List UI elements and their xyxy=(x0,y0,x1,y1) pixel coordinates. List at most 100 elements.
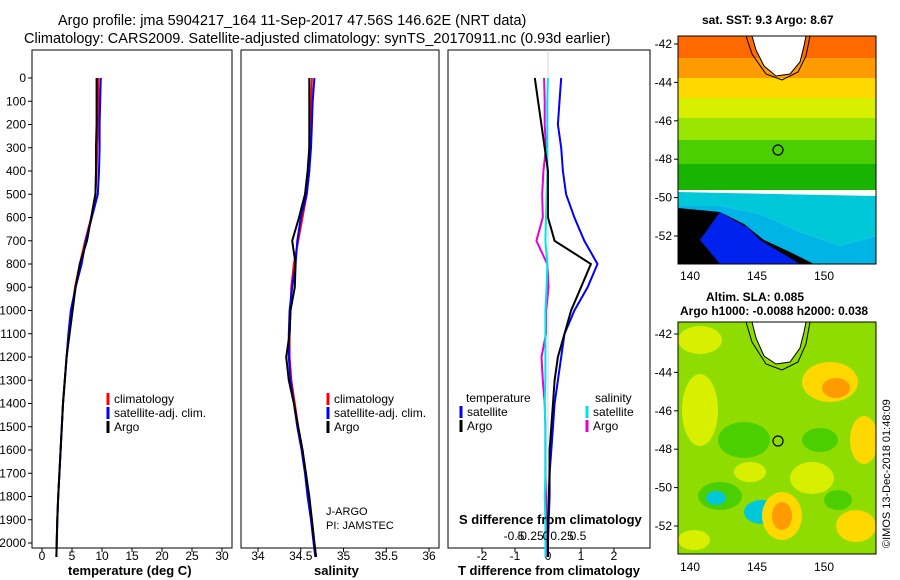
depth-tick-label: 500 xyxy=(6,187,26,201)
x-tick-label: 2 xyxy=(611,549,618,563)
argo-position-marker xyxy=(772,144,784,156)
sla-map-frame xyxy=(677,321,877,555)
depth-axis: 0 100 200 300 400 500 600 700 800 900 1000 1100 1200… xyxy=(0,71,32,550)
depth-tick-label: 1400 xyxy=(0,397,26,411)
sla-map-x-axis: 140 145 150 xyxy=(680,560,834,574)
sla-blob xyxy=(836,510,876,542)
sst-band-blue xyxy=(700,212,800,264)
temperature-climatology-line xyxy=(55,78,100,558)
map-y-tick-label: -42 xyxy=(655,37,673,51)
x-tick-label: 10 xyxy=(95,549,109,563)
salinity-legend-satellite: satellite-adj. clim. xyxy=(334,406,426,420)
sst-band-yellow xyxy=(678,78,876,100)
temperature-legend-argo: Argo xyxy=(114,420,140,434)
sla-blob xyxy=(802,428,838,452)
depth-tick-label: 1800 xyxy=(0,490,26,504)
legend-t-satellite: satellite xyxy=(467,405,508,419)
temperature-legend-climatology: climatology xyxy=(114,392,174,406)
map-x-tick-label: 150 xyxy=(814,269,834,283)
temperature-diff-satellite-line xyxy=(547,77,599,557)
sst-contour xyxy=(745,36,811,81)
depth-tick-label: 1900 xyxy=(0,513,26,527)
legend-heading-salinity: salinity xyxy=(595,391,632,405)
salinity-legend-climatology: climatology xyxy=(334,392,394,406)
map-x-tick-label: 140 xyxy=(680,269,700,283)
temperature-panel-frame xyxy=(31,49,233,549)
sst-map-x-axis: 140 145 150 xyxy=(680,269,834,283)
sla-blob xyxy=(718,422,770,458)
legend-t-argo: Argo xyxy=(467,419,493,433)
difference-top-label: S difference from climatology xyxy=(459,512,643,527)
depth-tick-label: 300 xyxy=(6,141,26,155)
sst-band-lightgreen xyxy=(678,118,876,142)
x-tick-label: 34 xyxy=(251,549,265,563)
sst-band-cyan xyxy=(678,192,876,246)
difference-xlabel: T difference from climatology xyxy=(458,563,641,578)
map-y-tick-label: -42 xyxy=(655,327,673,341)
map-y-tick-label: -52 xyxy=(655,519,673,533)
map-y-tick-label: -46 xyxy=(655,114,673,128)
salinity-legend: climatology satellite-adj. clim. Argo xyxy=(326,392,426,434)
sla-blob xyxy=(706,491,726,505)
depth-tick-label: 1700 xyxy=(0,466,26,480)
sla-map-y-axis: -42 -44 -46 -48 -50 -52 xyxy=(655,327,678,533)
sla-blob xyxy=(822,378,850,398)
salinity-x-axis: 34 34.5 35 35.5 36 xyxy=(251,548,436,563)
legend-heading-temperature: temperature xyxy=(466,391,531,405)
map-y-tick-label: -46 xyxy=(655,404,673,418)
sla-blob xyxy=(772,502,792,530)
sla-map-title2: Argo h1000: -0.0088 h2000: 0.038 xyxy=(680,304,868,318)
sla-blob xyxy=(682,374,718,446)
temperature-legend: climatology satellite-adj. clim. Argo xyxy=(106,392,206,434)
sst-map-y-axis: -42 -44 -46 -48 -50 -52 xyxy=(655,37,678,243)
sla-blob xyxy=(678,530,710,550)
x-tick-label: 1 xyxy=(578,549,585,563)
map-x-tick-label: 140 xyxy=(680,560,700,574)
x-tick-label: 15 xyxy=(125,549,139,563)
salinity-satellite-line xyxy=(287,77,317,558)
depth-tick-label: 1500 xyxy=(0,420,26,434)
difference-legend: temperature satellite Argo salinity sate… xyxy=(459,391,634,433)
salinity-xlabel: salinity xyxy=(314,563,360,578)
depth-tick-label: 1600 xyxy=(0,443,26,457)
sst-map-title: sat. SST: 9.3 Argo: 8.67 xyxy=(702,13,834,27)
x-tick-label: -1 xyxy=(510,549,521,563)
sla-blob xyxy=(678,326,722,354)
depth-tick-label: 900 xyxy=(6,280,26,294)
sla-blob xyxy=(824,490,852,510)
temperature-diff-argo-line xyxy=(533,77,593,557)
salinity-climatology-line xyxy=(288,77,318,558)
salinity-legend-argo: Argo xyxy=(334,420,360,434)
map-y-tick-label: -44 xyxy=(655,365,673,379)
depth-tick-label: 700 xyxy=(6,234,26,248)
header-line2: Climatology: CARS2009. Satellite-adjuste… xyxy=(24,31,611,47)
map-x-tick-label: 150 xyxy=(814,560,834,574)
map-x-tick-label: 145 xyxy=(747,560,767,574)
imos-watermark: ©IMOS 13-Dec-2018 01:48:09 xyxy=(881,399,893,548)
depth-tick-label: 600 xyxy=(6,211,26,225)
temperature-lines xyxy=(55,77,102,558)
sst-map-frame xyxy=(677,35,877,265)
argo-position-marker xyxy=(772,435,784,447)
depth-tick-label: 2000 xyxy=(0,536,26,550)
temperature-legend-satellite: satellite-adj. clim. xyxy=(114,406,206,420)
salinity-lines xyxy=(285,77,318,558)
map-y-tick-label: -50 xyxy=(655,191,673,205)
legend-s-argo: Argo xyxy=(593,419,619,433)
sla-map xyxy=(678,322,876,554)
temperature-satellite-line xyxy=(55,77,102,558)
map-y-tick-label: -48 xyxy=(655,442,673,456)
depth-tick-label: 200 xyxy=(6,118,26,132)
temperature-argo-line xyxy=(55,78,98,558)
depth-tick-label: 1200 xyxy=(0,350,26,364)
credit-j-argo: J-ARGO xyxy=(326,506,368,518)
x-tick-label: 5 xyxy=(69,549,76,563)
sla-blob xyxy=(850,416,876,464)
depth-tick-label: 1100 xyxy=(0,327,26,341)
tasmania-land xyxy=(751,322,807,365)
credit-pi-jamstec: PI: JAMSTEC xyxy=(326,520,394,532)
map-x-tick-label: 145 xyxy=(747,269,767,283)
sla-blob xyxy=(790,462,834,494)
depth-tick-label: 100 xyxy=(6,94,26,108)
